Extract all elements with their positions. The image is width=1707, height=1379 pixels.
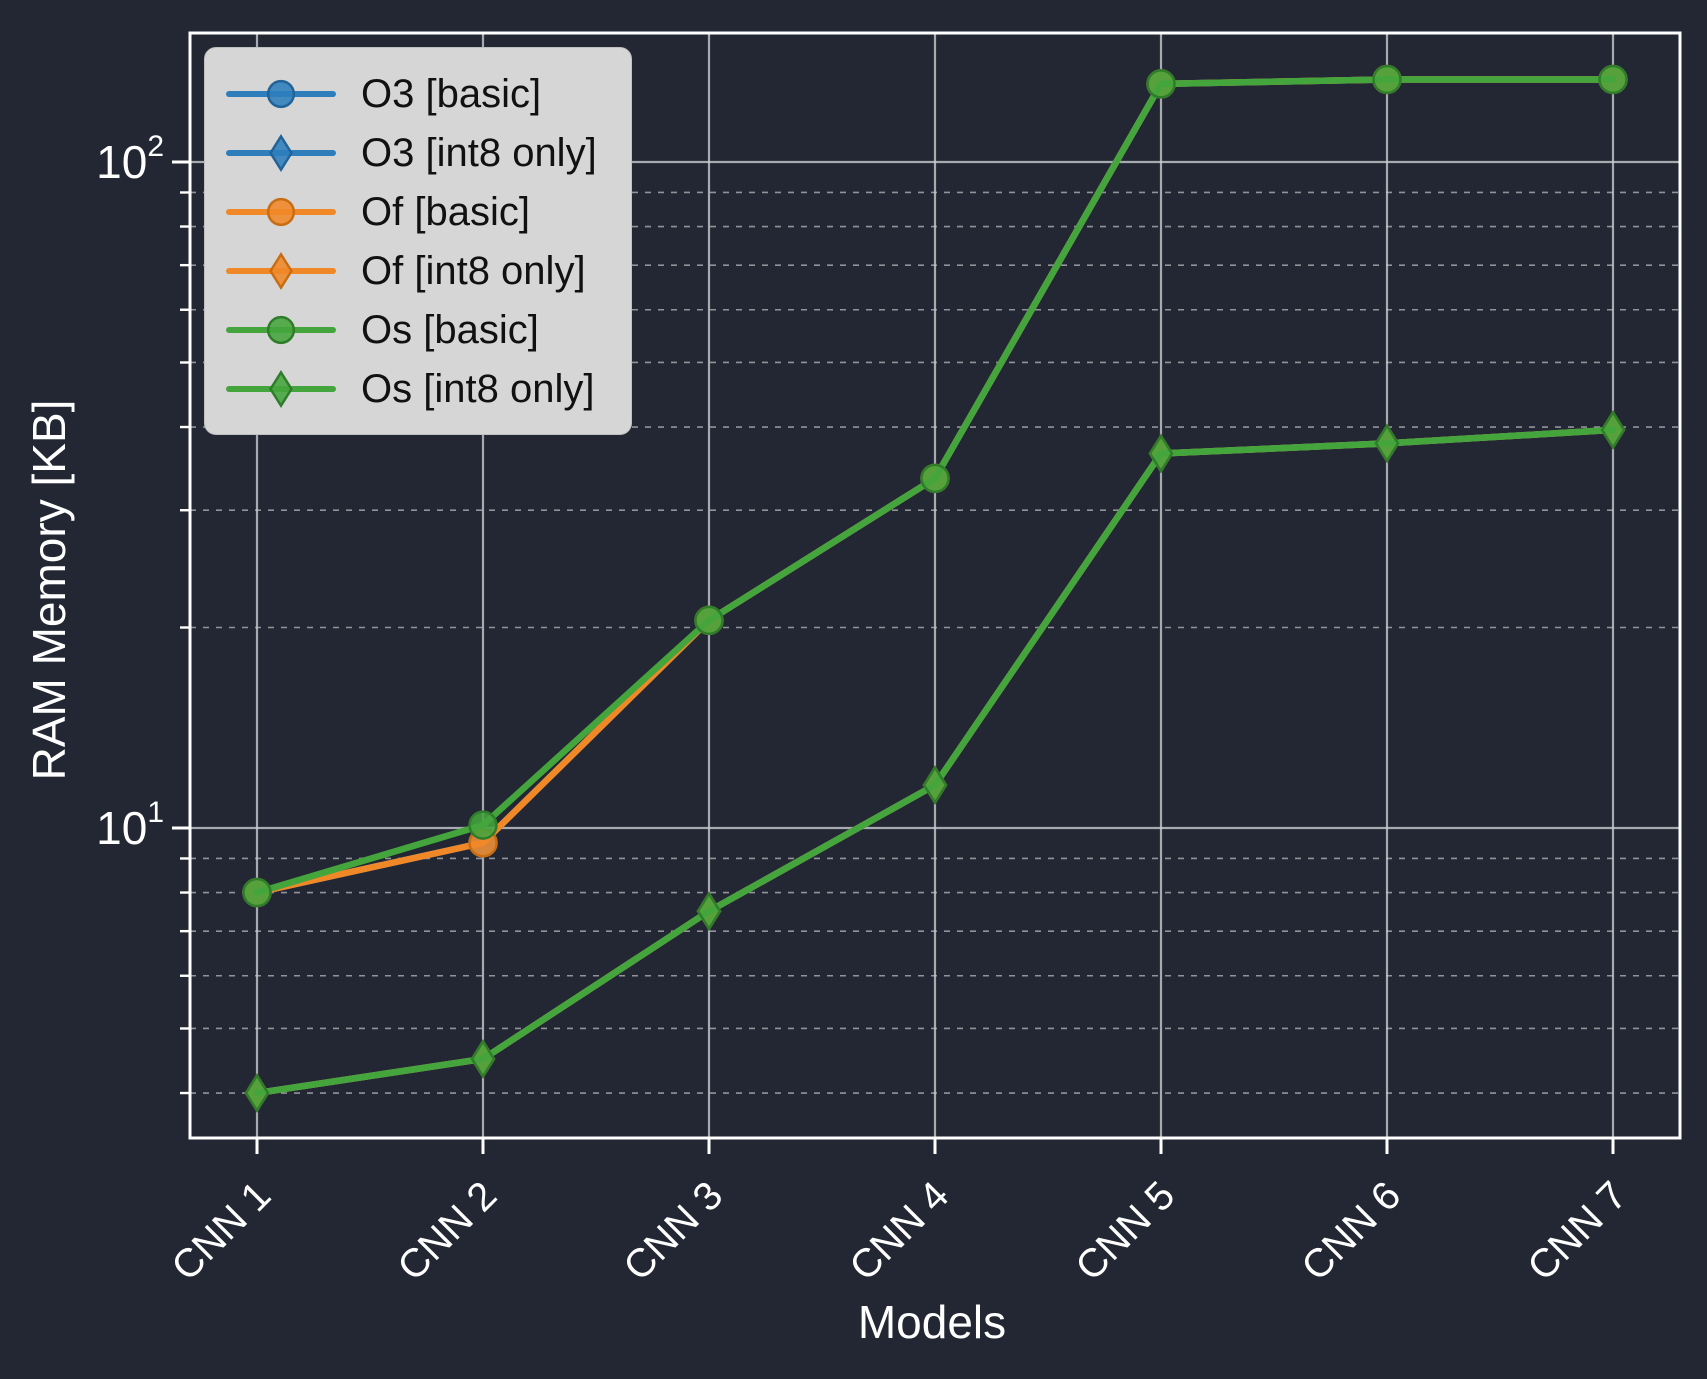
- Os-int8-only--marker: [244, 1073, 270, 1113]
- Os-int8-only--marker: [1374, 423, 1400, 464]
- y-tick-label: 102: [96, 130, 164, 188]
- legend-entry: Of [int8 only]: [225, 241, 597, 300]
- legend-entry: Os [int8 only]: [225, 359, 597, 418]
- legend-entry: O3 [int8 only]: [225, 123, 597, 182]
- circle-marker-sample-icon: [226, 315, 336, 344]
- y-tick-label: 101: [96, 796, 164, 854]
- x-tick-label: CNN 5: [1067, 1173, 1183, 1289]
- Os-int8-only--marker: [696, 891, 722, 932]
- Os-basic--marker: [694, 605, 724, 636]
- legend-item-label: Os [basic]: [361, 307, 539, 352]
- Os-basic--marker: [468, 810, 498, 840]
- Os-basic--marker: [1598, 64, 1628, 95]
- x-axis-label: Models: [857, 1296, 1007, 1348]
- Of-basic--marker: [266, 197, 296, 226]
- Os-int8-only--marker: [269, 369, 293, 408]
- legend-item-label: Of [int8 only]: [361, 248, 586, 293]
- diamond-marker-sample-icon: [226, 251, 336, 290]
- Os-basic--marker: [1372, 64, 1402, 95]
- legend-entry: Os [basic]: [225, 300, 597, 359]
- O3-basic--marker: [266, 79, 296, 108]
- legend-item-label: Of [basic]: [361, 189, 530, 234]
- x-tick-label: CNN 6: [1293, 1173, 1409, 1289]
- circle-marker-sample-icon: [226, 79, 336, 108]
- legend-entry: O3 [basic]: [225, 64, 597, 123]
- Os-basic--marker: [242, 877, 272, 908]
- diamond-marker-sample-icon: [226, 369, 336, 408]
- Os-basic--marker: [266, 315, 296, 344]
- Os-basic--marker: [1146, 69, 1176, 99]
- Of-int8-only--marker: [269, 251, 293, 290]
- Os-int8-only--marker: [1600, 410, 1626, 450]
- legend-item-label: Os [int8 only]: [361, 366, 595, 411]
- x-tick-label: CNN 3: [615, 1173, 731, 1289]
- x-tick-label: CNN 1: [163, 1173, 279, 1289]
- Os-int8-only--marker: [1148, 433, 1174, 474]
- O3-int8-only--marker: [269, 133, 293, 172]
- diamond-marker-sample-icon: [226, 133, 336, 172]
- circle-marker-sample-icon: [226, 197, 336, 226]
- legend-entry: Of [basic]: [225, 182, 597, 241]
- legend: O3 [basic] O3 [int8 only] Of [basic] Of [in…: [204, 47, 632, 435]
- x-tick-label: CNN 7: [1519, 1173, 1635, 1289]
- axes-spines: [188, 31, 1682, 1140]
- x-tick-label: CNN 4: [841, 1173, 957, 1289]
- Os-int8-only--marker: [922, 765, 948, 805]
- y-axis-label: RAM Memory [KB]: [23, 399, 75, 781]
- Os-basic--marker: [920, 463, 950, 494]
- legend-item-label: O3 [int8 only]: [361, 130, 597, 175]
- x-tick-label: CNN 2: [389, 1173, 505, 1289]
- legend-item-label: O3 [basic]: [361, 71, 542, 116]
- Os-int8-only--marker: [470, 1039, 496, 1079]
